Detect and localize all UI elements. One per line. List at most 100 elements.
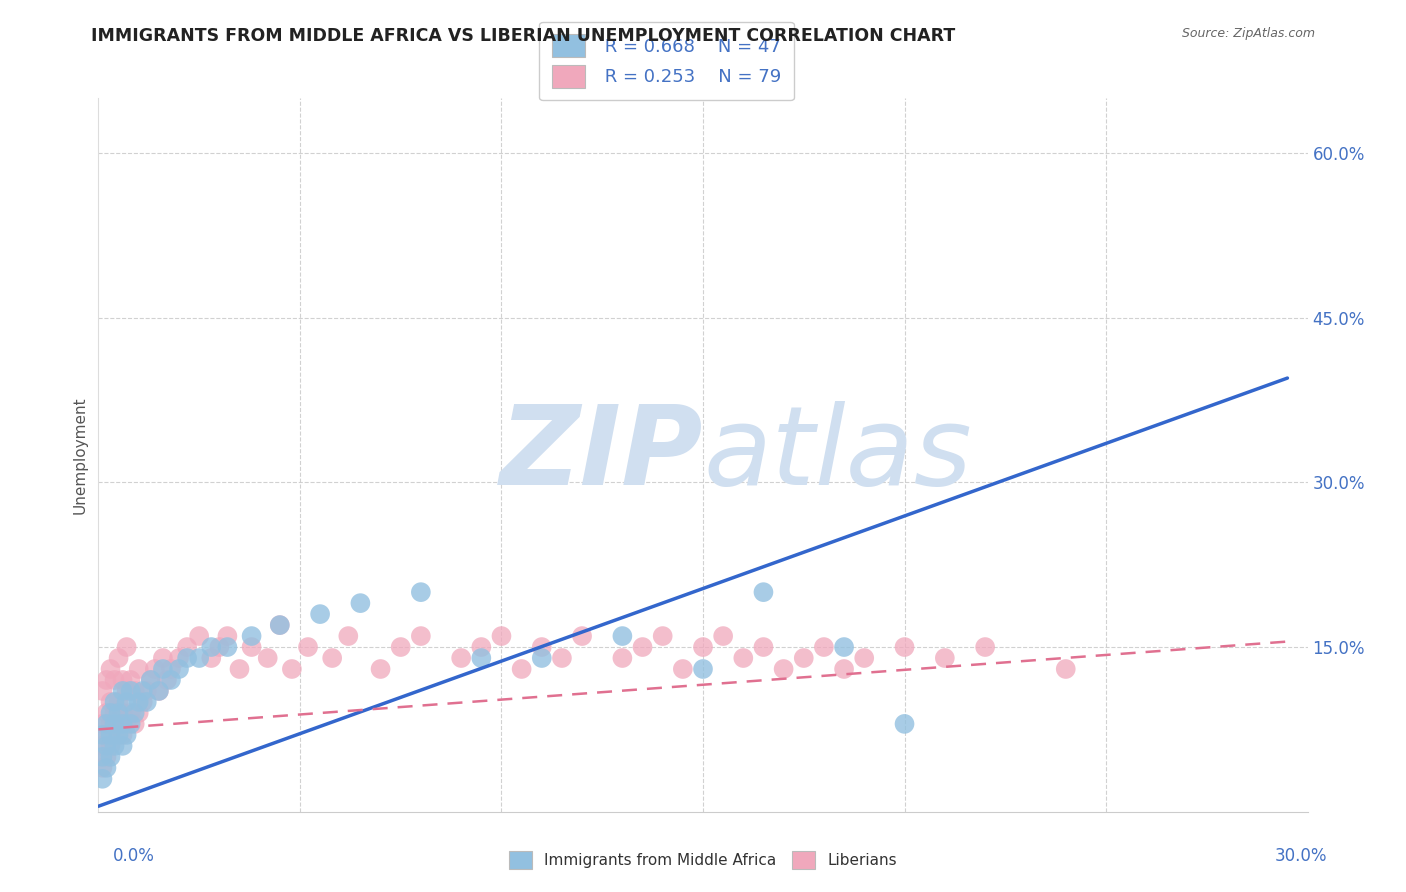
Point (96, 739, 118, 753)
Text: 30.0%: 30.0% (1274, 847, 1327, 864)
Point (269, 618, 291, 632)
Text: Source: ZipAtlas.com: Source: ZipAtlas.com (1181, 27, 1315, 40)
Point (96, 728, 118, 742)
Point (152, 651, 174, 665)
Point (631, 640, 654, 654)
Point (100, 739, 122, 753)
Point (115, 695, 138, 709)
Point (200, 640, 222, 654)
Point (91, 761, 114, 775)
Point (91, 684, 114, 698)
Text: 0.0%: 0.0% (112, 847, 155, 864)
Point (240, 640, 263, 654)
Point (256, 651, 278, 665)
Point (132, 695, 155, 709)
Point (409, 629, 432, 643)
Point (96, 761, 118, 775)
Point (111, 728, 134, 742)
Point (510, 662, 533, 676)
Point (832, 662, 855, 676)
Point (217, 629, 239, 643)
Point (96, 673, 118, 687)
Point (297, 640, 319, 654)
Point (96, 749, 118, 764)
Point (160, 662, 183, 676)
Point (100, 662, 122, 676)
Point (651, 629, 673, 643)
Point (370, 662, 392, 676)
Point (120, 706, 142, 720)
Point (132, 684, 155, 698)
Text: atlas: atlas (703, 401, 972, 508)
Point (91, 717, 114, 731)
Point (111, 706, 134, 720)
Point (672, 662, 695, 676)
Point (793, 651, 815, 665)
Point (103, 695, 125, 709)
Point (124, 717, 146, 731)
Point (100, 749, 122, 764)
Point (974, 640, 997, 654)
Point (100, 695, 122, 709)
Point (692, 640, 714, 654)
Point (188, 651, 211, 665)
Point (934, 651, 956, 665)
Point (349, 596, 371, 610)
Point (893, 640, 915, 654)
Point (128, 662, 150, 676)
Point (176, 651, 198, 665)
Point (733, 651, 755, 665)
Point (832, 640, 855, 654)
Point (450, 651, 472, 665)
Point (208, 640, 231, 654)
Point (107, 706, 129, 720)
Point (321, 651, 343, 665)
Point (176, 640, 198, 654)
Point (91, 739, 114, 753)
Point (128, 695, 150, 709)
Point (107, 728, 129, 742)
Point (103, 706, 125, 720)
Point (409, 585, 432, 599)
Point (135, 695, 157, 709)
Point (752, 585, 775, 599)
Point (470, 640, 492, 654)
Y-axis label: Unemployment: Unemployment (72, 396, 87, 514)
Point (309, 607, 332, 621)
Point (111, 717, 134, 731)
Point (389, 640, 412, 654)
Point (100, 706, 122, 720)
Point (107, 717, 129, 731)
Point (853, 651, 876, 665)
Point (139, 673, 162, 687)
Point (120, 673, 142, 687)
Point (711, 629, 734, 643)
Point (160, 673, 183, 687)
Point (103, 717, 125, 731)
Point (167, 662, 190, 676)
Point (115, 728, 138, 742)
Point (96, 706, 118, 720)
Point (491, 629, 513, 643)
Point (530, 640, 553, 654)
Point (813, 640, 835, 654)
Point (530, 651, 553, 665)
Point (167, 651, 190, 665)
Point (612, 651, 634, 665)
Point (551, 651, 574, 665)
Point (111, 739, 134, 753)
Point (337, 629, 360, 643)
Point (115, 717, 138, 731)
Point (96, 717, 118, 731)
Point (139, 673, 162, 687)
Point (281, 662, 304, 676)
Point (128, 706, 150, 720)
Point (148, 684, 170, 698)
Point (103, 739, 125, 753)
Text: IMMIGRANTS FROM MIDDLE AFRICA VS LIBERIAN UNEMPLOYMENT CORRELATION CHART: IMMIGRANTS FROM MIDDLE AFRICA VS LIBERIA… (91, 27, 956, 45)
Point (100, 717, 122, 731)
Point (120, 717, 142, 731)
Point (188, 629, 211, 643)
Point (91, 772, 114, 786)
Point (217, 640, 239, 654)
